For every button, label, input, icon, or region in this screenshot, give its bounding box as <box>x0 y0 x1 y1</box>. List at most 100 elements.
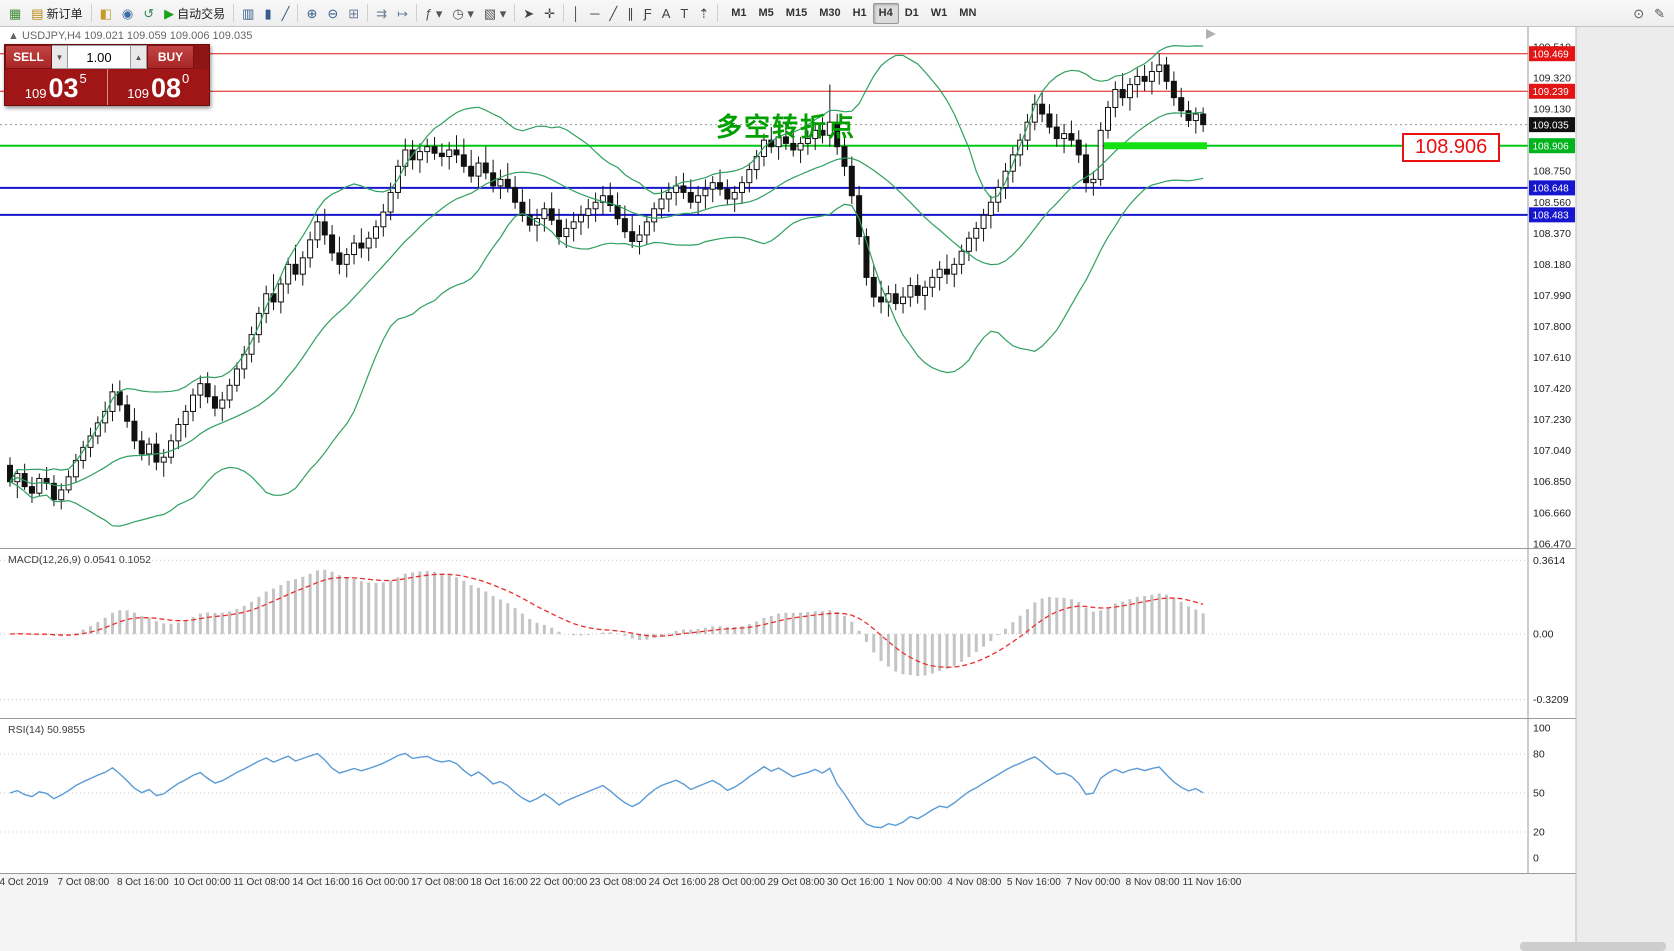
crosshair-icon-glyph-icon: ✛ <box>544 5 556 21</box>
chart-shift-icon[interactable]: ↦ <box>392 1 413 25</box>
time-axis-label: 14 Oct 16:00 <box>292 877 350 888</box>
time-axis-label: 4 Nov 08:00 <box>947 877 1001 888</box>
time-axis-label: 11 Oct 08:00 <box>233 877 290 888</box>
auto-scroll-icon[interactable]: ⇉ <box>371 1 392 25</box>
bar-chart-icon[interactable]: ▥ <box>237 1 259 25</box>
buy-price-sup: 0 <box>182 71 190 86</box>
refresh-icon[interactable]: ↺ <box>138 1 159 25</box>
new-order-button[interactable]: ▤ 新订单 <box>26 1 87 25</box>
chart-canvas[interactable]: ▲ USDJPY,H4 109.021 109.059 109.006 109.… <box>0 27 1674 951</box>
autotrading-button-label: 自动交易 <box>177 6 226 21</box>
edit-icon-glyph-icon: ✎ <box>1654 5 1665 21</box>
volume-input[interactable] <box>68 45 131 69</box>
toolbar-right-group: ⊙ ✎ <box>1628 1 1670 25</box>
timeframe-m30-button[interactable]: M30 <box>819 6 841 19</box>
autotrading-button[interactable]: ▶ 自动交易 <box>159 1 230 25</box>
new-chart-icon-glyph-icon: ▦ <box>9 5 22 21</box>
price-axis-tick: 109.320 <box>1533 73 1571 85</box>
buy-price[interactable]: 109 08 0 <box>108 69 210 105</box>
price-tag-108.648 <box>1529 180 1575 196</box>
sell-button[interactable]: SELL <box>5 45 52 69</box>
new-order-button-label: 新订单 <box>46 6 83 21</box>
new-chart-icon[interactable]: ▦ <box>4 1 26 25</box>
workspace-filler <box>1576 27 1674 951</box>
time-axis-label: 24 Oct 16:00 <box>649 877 707 888</box>
zoom-out-icon-glyph-icon: ⊖ <box>327 5 339 21</box>
trade-panel-top-row: SELL ▼ ▲ BUY <box>5 45 209 69</box>
timeframe-d1-button[interactable]: D1 <box>904 6 919 19</box>
line-chart-icon-glyph-icon: ╱ <box>281 5 290 21</box>
horizontal-scrollbar[interactable] <box>1520 942 1666 951</box>
text-label-icon-glyph-icon: T <box>680 5 689 21</box>
zoom-out-icon[interactable]: ⊖ <box>322 1 343 25</box>
macd-histogram <box>15 569 1205 676</box>
time-axis-label: 1 Nov 00:00 <box>888 877 942 888</box>
equidistant-channel-icon[interactable]: ∥ <box>622 1 639 25</box>
text-icon-glyph-icon: A <box>661 5 671 21</box>
chevron-down-icon: ▼ <box>55 52 64 62</box>
price-axis-tick: 108.750 <box>1533 166 1571 178</box>
candlestick-chart-icon[interactable]: ▮ <box>259 1 276 25</box>
rsi-scale-label: 50 <box>1533 788 1545 800</box>
volume-increase-button[interactable]: ▲ <box>131 45 147 69</box>
toolbar-separator <box>514 4 516 22</box>
timeframe-mn-button[interactable]: MN <box>959 6 977 19</box>
trade-panel-price-row: 109 03 5 109 08 0 <box>5 69 209 105</box>
chart-profiles-icon[interactable]: ◧ <box>95 1 117 25</box>
line-chart-icon[interactable]: ╱ <box>277 1 295 25</box>
trendline-icon[interactable]: ╱ <box>604 1 622 25</box>
crosshair-icon[interactable]: ✛ <box>539 1 560 25</box>
scroll-end-marker-icon[interactable] <box>1206 29 1216 39</box>
text-label-icon[interactable]: T <box>675 1 693 25</box>
tile-windows-icon[interactable]: ⊞ <box>343 1 364 25</box>
time-axis-label: 18 Oct 16:00 <box>471 877 529 888</box>
sell-price-sup: 5 <box>79 71 87 86</box>
timeframe-w1-button[interactable]: W1 <box>930 6 948 19</box>
indicators-icon[interactable]: ƒ ▾ <box>420 1 447 25</box>
timeframe-h1-button[interactable]: H1 <box>852 6 867 19</box>
buy-button[interactable]: BUY <box>147 45 194 69</box>
zoom-in-icon[interactable]: ⊕ <box>301 1 322 25</box>
market-watch-icon[interactable]: ◉ <box>117 1 138 25</box>
rsi-scale-label: 80 <box>1533 749 1545 761</box>
chart-annotation-text[interactable]: 多空转折点 <box>716 112 857 142</box>
timeframe-m15-button[interactable]: M15 <box>785 6 808 19</box>
market-watch-icon-glyph-icon: ◉ <box>121 5 134 21</box>
cursor-icon[interactable]: ➤ <box>518 1 539 25</box>
price-level-label[interactable]: 108.906 <box>1402 133 1501 162</box>
search-icon[interactable]: ⊙ <box>1628 1 1649 25</box>
edit-icon[interactable]: ✎ <box>1649 1 1670 25</box>
search-icon-glyph-icon: ⊙ <box>1633 5 1645 21</box>
candles-layer <box>7 53 1207 510</box>
horizontal-line-icon[interactable]: ─ <box>585 1 604 25</box>
fibonacci-icon[interactable]: Ƒ <box>639 1 657 25</box>
arrows-icon[interactable]: ⇡ <box>693 1 714 25</box>
templates-icon[interactable]: ▧ ▾ <box>479 1 511 25</box>
vertical-line-icon[interactable]: │ <box>567 1 585 25</box>
text-icon[interactable]: A <box>657 1 676 25</box>
periods-icon-glyph-icon: ◷ ▾ <box>452 5 474 21</box>
sell-price[interactable]: 109 03 5 <box>5 69 107 105</box>
tile-windows-icon-glyph-icon: ⊞ <box>348 5 360 21</box>
price-axis-tick: 106.850 <box>1533 476 1571 488</box>
price-axis-tick: 108.370 <box>1533 228 1571 240</box>
timeframe-m5-button[interactable]: M5 <box>758 6 774 19</box>
time-axis-label: 11 Nov 16:00 <box>1183 877 1242 888</box>
rsi-label: RSI(14) 50.9855 <box>8 724 85 736</box>
macd-scale-label: 0.00 <box>1533 629 1554 641</box>
timeframe-h4-button[interactable]: H4 <box>872 2 899 24</box>
periods-icon[interactable]: ◷ ▾ <box>447 1 478 25</box>
toolbar-separator <box>717 4 719 22</box>
chart-profiles-icon-glyph-icon: ◧ <box>99 5 112 21</box>
buy-price-prefix: 109 <box>127 86 149 101</box>
price-axis-tick: 108.180 <box>1533 259 1571 271</box>
price-tag-109.239 <box>1529 83 1575 99</box>
volume-decrease-button[interactable]: ▼ <box>52 45 68 69</box>
price-axis-tick: 107.420 <box>1533 383 1571 395</box>
rsi-scale-label: 20 <box>1533 827 1545 839</box>
trade-panel-divider <box>106 69 108 105</box>
time-axis-label: 23 Oct 08:00 <box>589 877 647 888</box>
price-tag-109.035 <box>1529 117 1575 133</box>
time-axis-label: 8 Oct 16:00 <box>117 877 169 888</box>
timeframe-m1-button[interactable]: M1 <box>731 6 747 19</box>
